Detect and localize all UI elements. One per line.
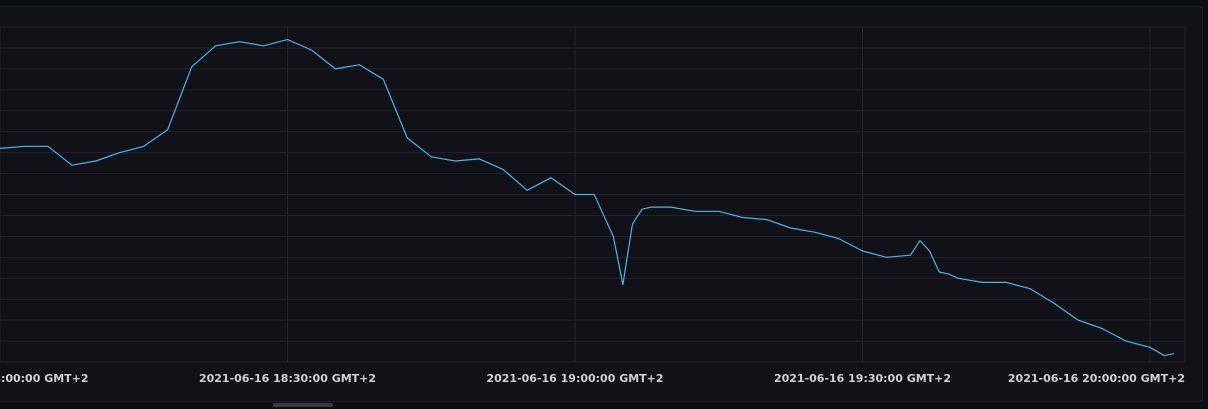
x-tick-label: 2021-06-16 18:30:00 GMT+2 <box>199 372 376 385</box>
x-tick-label: 2021-06-16 19:00:00 GMT+2 <box>486 372 663 385</box>
x-tick-label: 2021-06-16 20:00:00 GMT+2 <box>1008 372 1185 385</box>
timeline-scroll-handle[interactable] <box>273 403 333 407</box>
chart-panel <box>0 6 1203 402</box>
chart-series <box>0 39 1175 357</box>
x-tick-label: 2021-06-16 19:30:00 GMT+2 <box>774 372 951 385</box>
x-axis-ticks: 2021-06-16 18:00:00 GMT+2 2021-06-16 18:3… <box>0 372 1185 385</box>
x-tick-label: 2021-06-16 18:00:00 GMT+2 <box>0 372 89 385</box>
series-line-0 <box>0 39 1175 357</box>
